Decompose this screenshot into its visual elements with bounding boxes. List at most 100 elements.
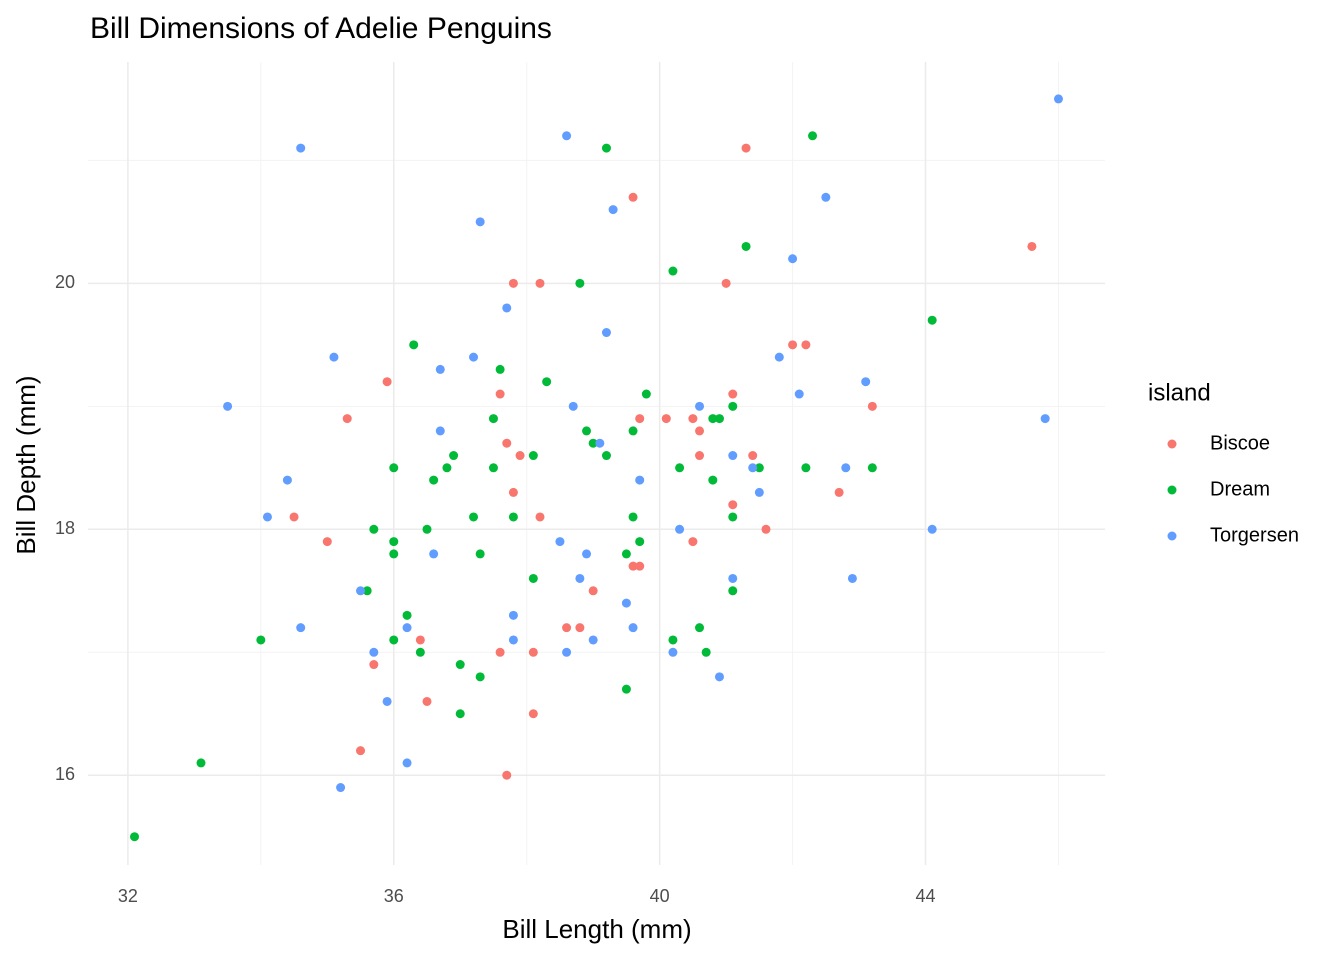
point [695,401,705,411]
point [668,266,678,276]
point [728,401,738,411]
point [635,475,645,485]
point [668,647,678,657]
point [794,389,804,399]
point [488,414,498,424]
point [502,770,512,780]
point [528,573,538,583]
point [788,254,798,264]
point [502,303,512,313]
point [695,426,705,436]
x-tick-label: 44 [916,886,936,906]
point [429,549,439,559]
point [555,537,565,547]
point [575,573,585,583]
point [575,623,585,633]
point [389,549,399,559]
point [728,500,738,510]
point [841,463,851,473]
point [628,426,638,436]
point [728,586,738,596]
point [621,549,631,559]
point [601,451,611,461]
point [455,660,465,670]
point [628,512,638,522]
point [435,364,445,374]
point [535,512,545,522]
point [415,635,425,645]
point [588,438,598,448]
point [495,389,505,399]
point [322,537,332,547]
point [475,549,485,559]
legend-label: Dream [1210,478,1270,500]
point [508,610,518,620]
point [867,401,877,411]
point [728,451,738,461]
point [861,377,871,387]
point [661,414,671,424]
legend-title: island [1148,379,1211,406]
point [675,463,685,473]
point [495,647,505,657]
point [601,143,611,153]
point [282,475,292,485]
point [196,758,206,768]
point [528,647,538,657]
point [628,192,638,202]
point [289,512,299,522]
point [389,635,399,645]
point [635,537,645,547]
legend-label: Torgersen [1210,524,1299,546]
point [754,487,764,497]
point [635,561,645,571]
point [382,377,392,387]
point [495,364,505,374]
point [508,278,518,288]
point [130,832,140,842]
point [601,328,611,338]
point [442,463,452,473]
point [568,401,578,411]
point [821,192,831,202]
point [708,475,718,485]
point [562,647,572,657]
y-tick-label: 20 [55,272,75,292]
point [788,340,798,350]
point [402,623,412,633]
point [728,573,738,583]
point [475,672,485,682]
point [628,623,638,633]
point [867,463,877,473]
point [528,709,538,719]
point [754,463,764,473]
point [402,758,412,768]
point [369,647,379,657]
point [256,635,266,645]
point [927,315,937,325]
point [429,475,439,485]
point [714,414,724,424]
point [708,414,718,424]
point [562,131,572,141]
point [296,143,306,153]
point [336,783,346,793]
point [714,672,724,682]
point [535,278,545,288]
point [562,623,572,633]
point [847,573,857,583]
x-axis-label: Bill Length (mm) [502,914,691,944]
point [927,524,937,534]
point [748,463,758,473]
point [668,635,678,645]
point [409,340,419,350]
point [728,389,738,399]
point [435,426,445,436]
point [621,684,631,694]
point [515,451,525,461]
point [774,352,784,362]
point [369,660,379,670]
point [449,451,459,461]
point [695,451,705,461]
